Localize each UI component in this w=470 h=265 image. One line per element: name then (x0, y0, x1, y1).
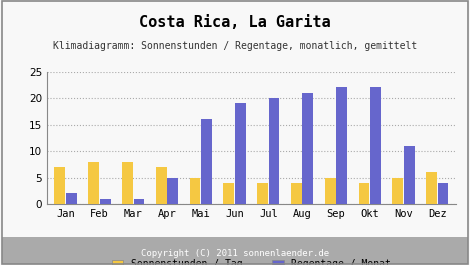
Bar (201, 119, 212, 204)
Bar (133, 199, 144, 204)
Bar (167, 178, 178, 204)
Bar (438, 183, 448, 204)
Text: Costa Rica, La Garita: Costa Rica, La Garita (139, 15, 331, 30)
Legend: Sonnenstunden / Tag, Regentage / Monat: Sonnenstunden / Tag, Regentage / Monat (112, 259, 391, 265)
Bar (269, 98, 280, 204)
Bar (359, 183, 369, 204)
Text: Copyright (C) 2011 sonnenlaender.de: Copyright (C) 2011 sonnenlaender.de (141, 249, 329, 258)
Bar (122, 162, 133, 204)
Bar (257, 183, 268, 204)
Bar (291, 183, 302, 204)
Bar (88, 162, 99, 204)
Bar (223, 183, 234, 204)
Bar (404, 146, 415, 204)
Bar (303, 93, 313, 204)
Bar (66, 193, 77, 204)
Bar (370, 87, 381, 204)
Text: Klimadiagramm: Sonnenstunden / Regentage, monatlich, gemittelt: Klimadiagramm: Sonnenstunden / Regentage… (53, 41, 417, 51)
Bar (156, 167, 167, 204)
Bar (426, 172, 437, 204)
Bar (336, 87, 347, 204)
Bar (55, 167, 65, 204)
Bar (189, 178, 200, 204)
Bar (100, 199, 110, 204)
Bar (392, 178, 403, 204)
Bar (325, 178, 336, 204)
Bar (235, 103, 246, 204)
